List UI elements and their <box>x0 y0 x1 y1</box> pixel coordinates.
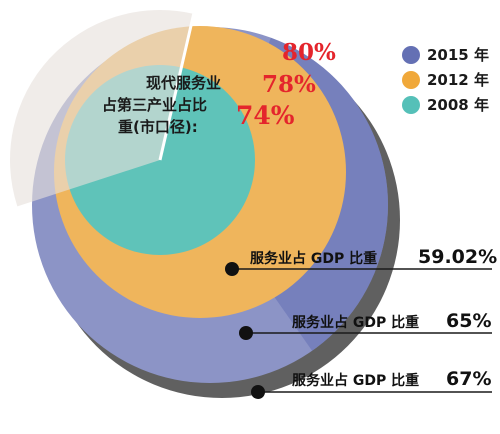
legend-label-2012: 2012 年 <box>427 71 489 89</box>
legend-label-2008: 2008 年 <box>427 96 489 114</box>
legend-dot-2015 <box>402 46 420 64</box>
callout-value-2008: 59.02% <box>418 246 497 268</box>
center-label-line-3: 重(市口径): <box>118 118 198 136</box>
center-label-line-1: 现代服务业 <box>146 74 221 92</box>
legend-dot-2012 <box>402 71 420 89</box>
share-wedge-edge <box>158 13 196 161</box>
callout-value-2015: 67% <box>446 368 491 390</box>
pct-2012: 78% <box>262 71 316 98</box>
callout-dot-2012 <box>239 326 253 340</box>
pct-2015: 80% <box>282 39 336 66</box>
callout-label-2012: 服务业占 GDP 比重 <box>292 314 419 331</box>
callout-label-2008: 服务业占 GDP 比重 <box>250 250 377 267</box>
share-wedge <box>9 9 194 207</box>
center-label-line-2: 占第三产业占比 <box>102 96 207 114</box>
callout-dot-2015 <box>251 385 265 399</box>
callout-value-2012: 65% <box>446 310 491 332</box>
callout-label-2015: 服务业占 GDP 比重 <box>292 372 419 389</box>
callout-dot-2008 <box>225 262 239 276</box>
legend-label-2015: 2015 年 <box>427 46 489 64</box>
legend-dot-2008 <box>402 96 420 114</box>
pct-2008: 74% <box>236 101 295 130</box>
